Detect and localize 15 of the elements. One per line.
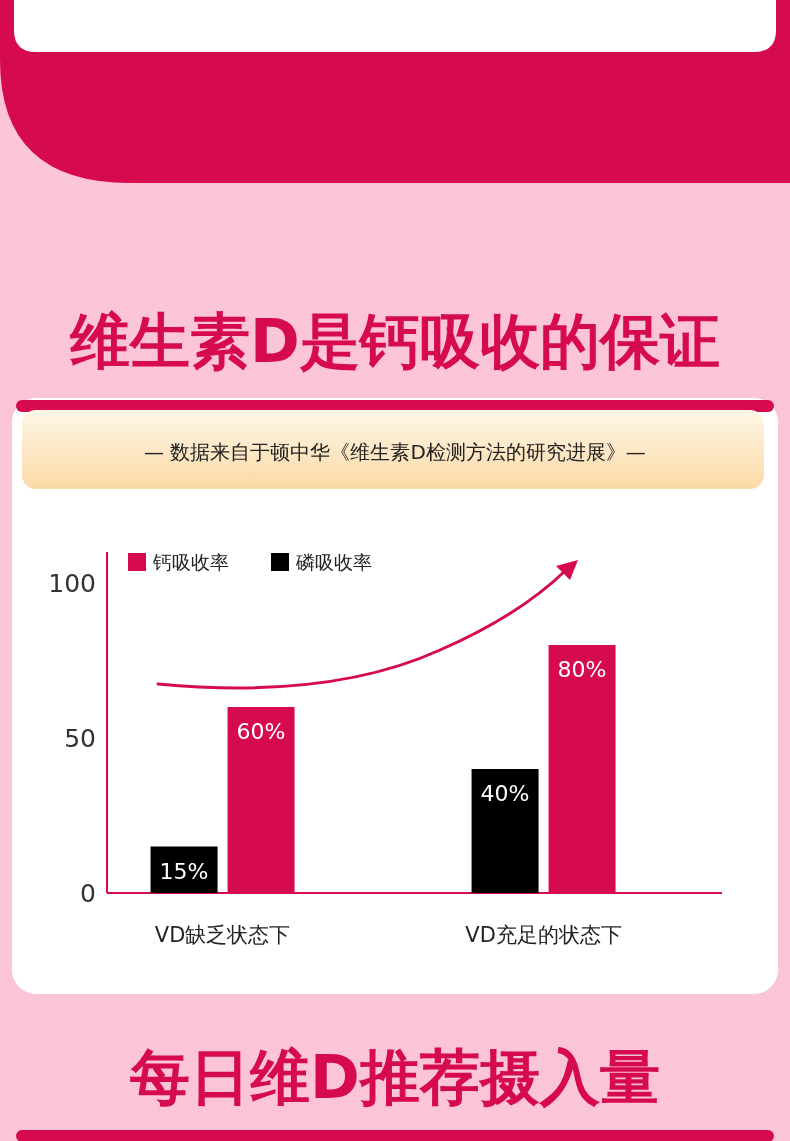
x-tick-label: VD充足的状态下 (465, 923, 622, 947)
chart-subtitle: — 数据来自于顿中华《维生素D检测方法的研究进展》— (144, 440, 646, 464)
data-label: 15% (159, 858, 209, 884)
chart-title: 维生素D是钙吸收的保证 (69, 306, 720, 376)
y-tick-label: 50 (64, 724, 96, 753)
legend-label: 钙吸收率 (152, 551, 229, 573)
text: 每日维D推荐摄入量 (129, 1042, 660, 1112)
x-tick-label: VD缺乏状态下 (154, 923, 291, 947)
y-tick-label: 0 (80, 879, 96, 908)
data-label: 40% (480, 781, 530, 806)
bar (471, 769, 539, 893)
y-tick-label: 100 (48, 569, 96, 598)
legend-label: 磷吸收率 (295, 551, 372, 573)
data-label: 60% (236, 719, 286, 744)
data-label: 80% (557, 657, 607, 682)
